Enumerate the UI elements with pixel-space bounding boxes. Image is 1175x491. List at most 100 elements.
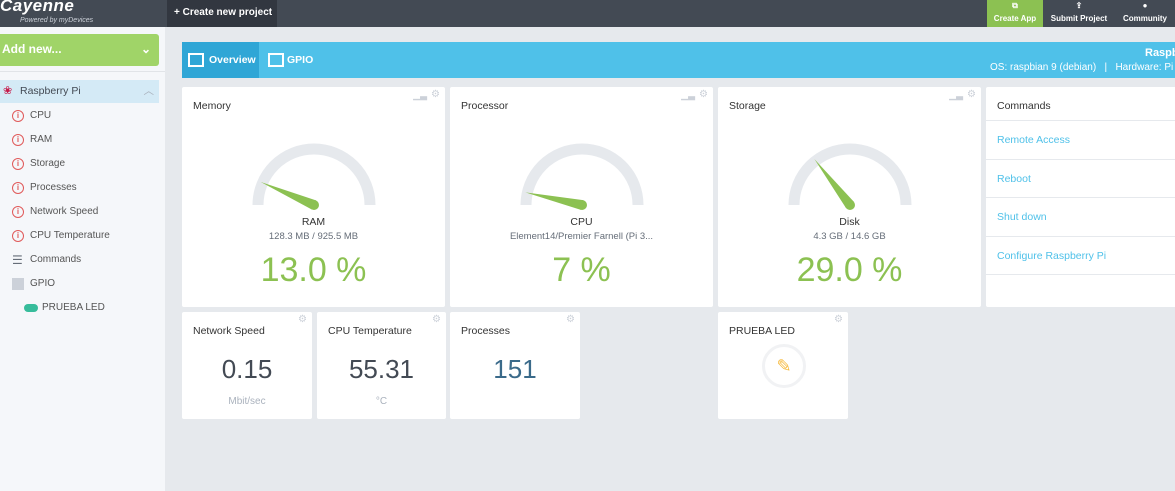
toggle-icon: [24, 304, 38, 312]
gauge-label: Disk: [839, 216, 860, 228]
sidebar-item-commands[interactable]: ☰ Commands: [12, 252, 81, 268]
item-label: RAM: [30, 134, 53, 145]
community-button[interactable]: ● Community: [1115, 0, 1175, 27]
logo[interactable]: Cayenne: [0, 0, 75, 15]
raspberry-icon: ❀: [3, 85, 13, 97]
sidebar: [0, 27, 167, 491]
chart-icon[interactable]: ▁▃: [681, 90, 695, 100]
device-header: [182, 42, 1175, 78]
widget-title: Commands: [997, 100, 1051, 112]
item-label: Storage: [30, 158, 66, 169]
device-name: Raspberry Pi: [1145, 47, 1175, 59]
memory-gauge: [252, 143, 375, 210]
item-label: CPU Temperature: [30, 230, 110, 241]
processor-widget: Processor ▁▃ ⚙ CPU Element14/Premier Farn…: [450, 87, 713, 307]
widget-title: Memory: [193, 100, 231, 112]
gear-icon[interactable]: ⚙: [298, 314, 307, 325]
sensor-icon: i: [12, 110, 24, 122]
sensor-icon: i: [12, 158, 24, 170]
gear-icon[interactable]: ⚙: [699, 89, 708, 100]
gauge-percent: 13.0 %: [260, 251, 367, 289]
sidebar-item-prueba-led[interactable]: PRUEBA LED: [24, 300, 105, 316]
chat-icon: ●: [1142, 1, 1148, 10]
item-label: Processes: [30, 182, 77, 193]
led-toggle-button[interactable]: ✎: [762, 344, 806, 388]
overview-icon: [188, 53, 204, 67]
chevron-down-icon: ⌄: [140, 42, 151, 56]
led-icon: ✎: [776, 356, 792, 376]
gauge-track: [252, 143, 375, 206]
sidebar-item-cpu-temperature[interactable]: i CPU Temperature: [12, 228, 110, 244]
widget-value: 151: [493, 354, 537, 384]
sidebar-item-processes[interactable]: i Processes: [12, 180, 77, 196]
memory-widget: Memory ▁▃ ⚙ RAM 128.3 MB / 925.5 MB 13.0 …: [182, 87, 445, 307]
submit-project-label: Submit Project: [1050, 14, 1108, 23]
gauge-needle: [260, 181, 316, 210]
widget-title: CPU Temperature: [328, 325, 412, 337]
sensor-icon: i: [12, 230, 24, 242]
create-project-label: Create new project: [182, 7, 273, 18]
chart-icon[interactable]: ▁▃: [413, 90, 427, 100]
widget-unit: °C: [375, 396, 388, 407]
divider: [0, 71, 165, 72]
chevron-up-icon[interactable]: ︿: [143, 85, 155, 97]
sidebar-item-gpio[interactable]: GPIO: [12, 276, 55, 292]
sidebar-item-network-speed[interactable]: i Network Speed: [12, 204, 98, 220]
gear-icon[interactable]: ⚙: [566, 314, 575, 325]
configure-command[interactable]: Configure Raspberry Pi: [986, 236, 1175, 275]
gauge-percent: 29.0 %: [796, 251, 903, 289]
item-label: Commands: [30, 254, 82, 265]
gauge-track: [788, 143, 911, 206]
sidebar-item-storage[interactable]: i Storage: [12, 156, 65, 172]
create-project-button[interactable]: + Create new project: [167, 0, 277, 27]
widget-title: PRUEBA LED: [729, 325, 795, 337]
network-speed-widget: Network Speed ⚙ 0.15 Mbit/sec: [182, 312, 312, 419]
gear-icon[interactable]: ⚙: [432, 314, 441, 325]
gauge-hub: [844, 200, 855, 210]
widget-value: 55.31: [348, 354, 415, 384]
storage-gauge: [788, 143, 911, 210]
sensor-icon: i: [12, 182, 24, 194]
prueba-led-widget: PRUEBA LED ⚙ ✎: [718, 312, 848, 419]
commands-widget: Commands Remote Access Reboot Shut down …: [986, 87, 1175, 307]
widget-value: 0.15: [221, 354, 273, 384]
remote-access-command[interactable]: Remote Access: [986, 120, 1175, 159]
device-info: OS: raspbian 9 (debian) | Hardware: Pi 3: [990, 62, 1175, 73]
gauge-sub: 128.3 MB / 925.5 MB: [268, 231, 359, 242]
gauge-sub: Element14/Premier Farnell (Pi 3...: [509, 231, 654, 242]
processor-gauge: [520, 143, 643, 210]
chart-icon[interactable]: ▁▃: [949, 90, 963, 100]
sidebar-item-ram[interactable]: i RAM: [12, 132, 52, 148]
widget-title: Network Speed: [193, 325, 265, 337]
create-app-label: Create App: [993, 14, 1037, 23]
logo-subtitle: Powered by myDevices: [20, 17, 94, 24]
tab-gpio[interactable]: GPIO: [264, 42, 313, 78]
sensor-icon: i: [12, 134, 24, 146]
device-label: Raspberry Pi: [20, 85, 81, 97]
tab-label: GPIO: [287, 54, 314, 66]
gpio-icon: [268, 53, 284, 67]
sidebar-item-cpu[interactable]: i CPU: [12, 108, 51, 124]
tab-overview[interactable]: Overview: [182, 42, 259, 78]
add-new-button[interactable]: Add new... ⌄: [0, 34, 159, 66]
gear-icon[interactable]: ⚙: [967, 89, 976, 100]
item-label: GPIO: [30, 278, 56, 289]
share-icon: ⇪: [1075, 1, 1083, 10]
reboot-command[interactable]: Reboot: [986, 159, 1175, 198]
app-icon: ⧉: [1012, 1, 1018, 10]
sidebar-device-raspberry-pi[interactable]: ❀ Raspberry Pi ︿: [0, 80, 159, 103]
gauge-track: [520, 143, 643, 206]
widget-unit: Mbit/sec: [228, 396, 266, 407]
item-label: Network Speed: [30, 206, 99, 217]
gear-icon[interactable]: ⚙: [834, 314, 843, 325]
submit-project-button[interactable]: ⇪ Submit Project: [1043, 0, 1115, 27]
create-app-button[interactable]: ⧉ Create App: [987, 0, 1043, 27]
community-label: Community: [1123, 14, 1167, 23]
item-label: CPU: [30, 110, 52, 121]
shutdown-command[interactable]: Shut down: [986, 197, 1175, 236]
widget-title: Processor: [461, 100, 509, 112]
cpu-temperature-widget: CPU Temperature ⚙ 55.31 °C: [317, 312, 446, 419]
widget-title: Storage: [729, 100, 766, 112]
gear-icon[interactable]: ⚙: [431, 89, 440, 100]
gauge-hub: [308, 200, 319, 210]
